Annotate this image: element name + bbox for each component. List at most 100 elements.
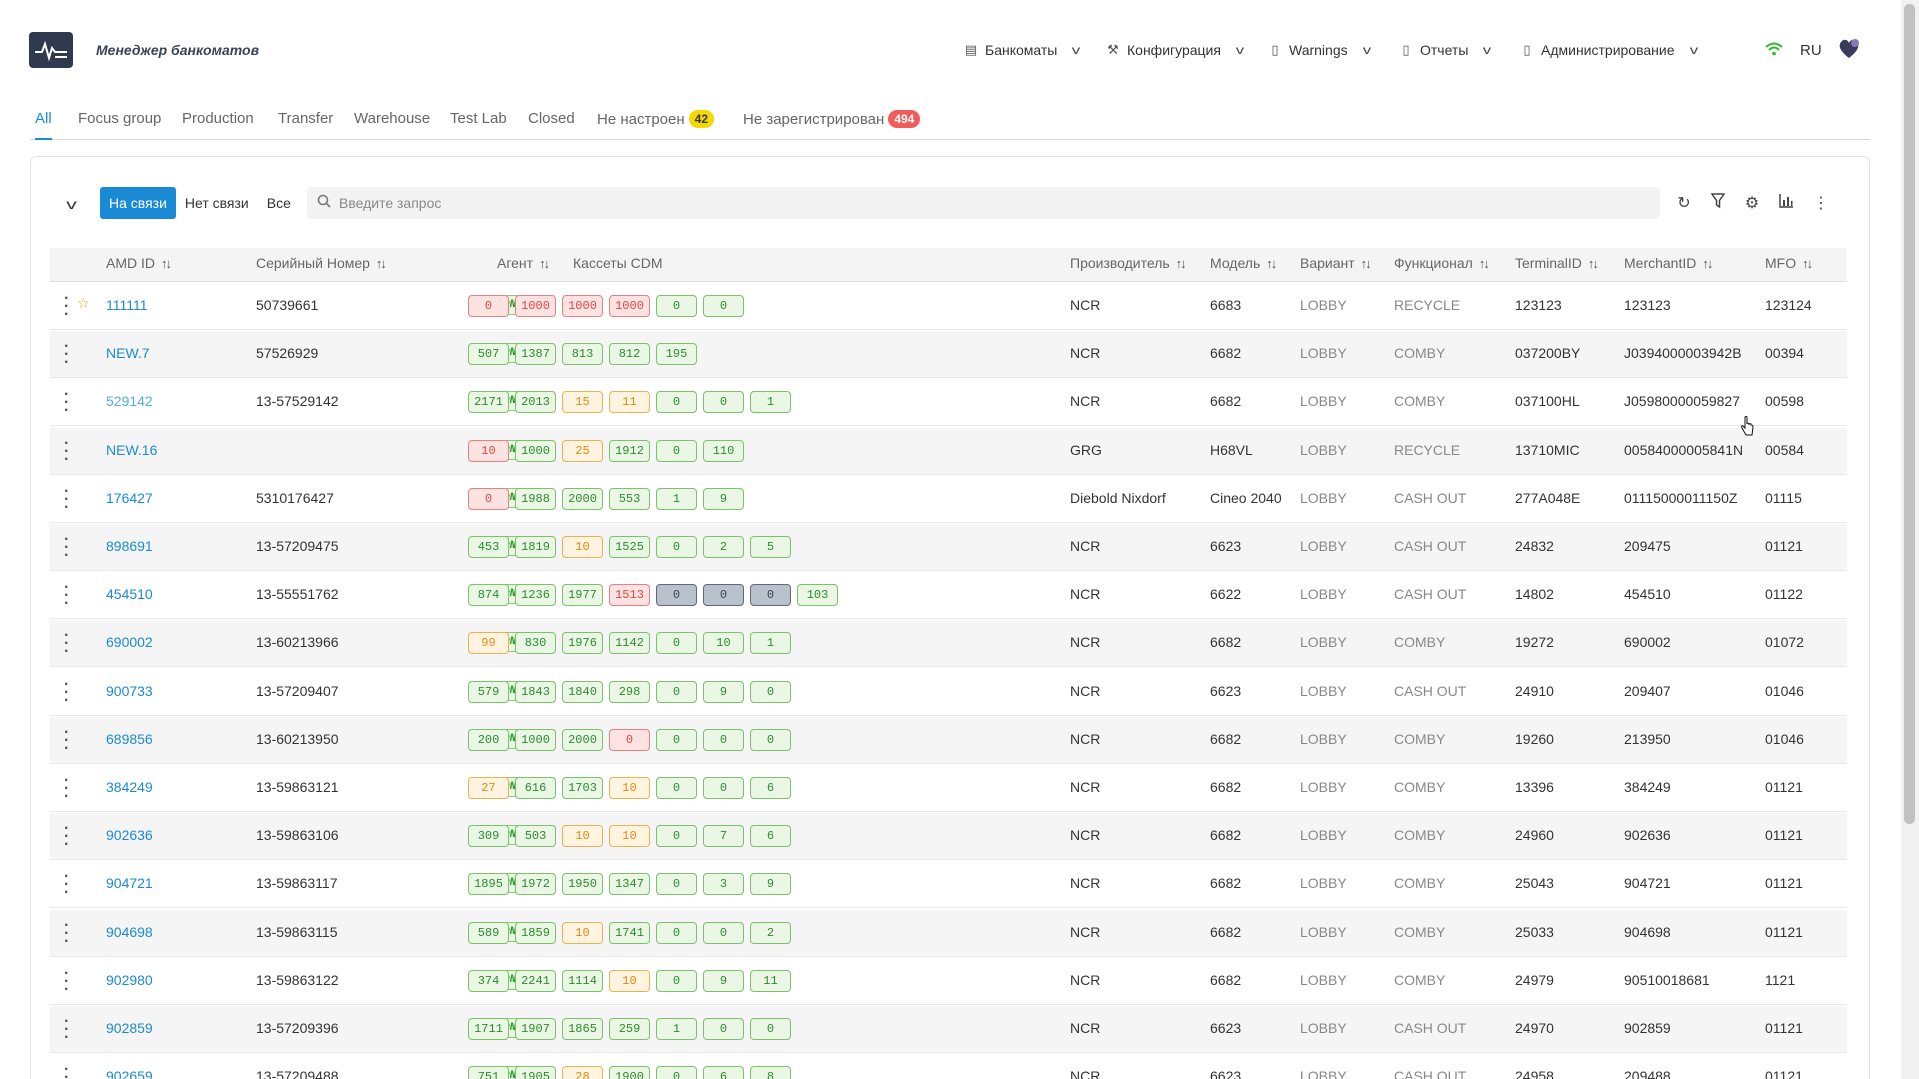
nav-warnings[interactable]: ▯ Warnings v: [1267, 42, 1370, 58]
sort-icon[interactable]: ↑↓: [1587, 256, 1599, 271]
col-merchant[interactable]: MerchantID ↑↓: [1624, 255, 1713, 271]
cell-amd-id-link[interactable]: 689856: [106, 730, 153, 747]
cell-amd-id-link[interactable]: 902980: [106, 971, 153, 988]
col-agent[interactable]: Агент ↑↓: [497, 255, 550, 271]
row-actions-icon[interactable]: ···: [64, 916, 70, 950]
row-actions-icon[interactable]: ···: [64, 434, 70, 468]
cell-amd-id-link[interactable]: 529142: [106, 393, 153, 410]
table-row[interactable]: ···900733ONLINE5791843184029809013-57209…: [50, 669, 1847, 716]
table-row[interactable]: ···529142ONLINE21712013151100113-5752914…: [50, 379, 1847, 427]
cell-amd-id-link[interactable]: 111111: [106, 297, 148, 313]
cell-amd-id-link[interactable]: 454510: [106, 586, 153, 603]
table-row[interactable]: ···NEW.7ONLINE507138781381219557526929NC…: [50, 331, 1847, 379]
col-amd-id[interactable]: AMD ID ↑↓: [106, 255, 172, 271]
filter-offline[interactable]: Нет связи: [184, 195, 249, 211]
sort-icon[interactable]: ↑↓: [1802, 256, 1813, 271]
table-row[interactable]: ···690002ONLINE9983019761142010113-60213…: [50, 620, 1847, 668]
sort-icon[interactable]: ↑↓: [375, 256, 387, 271]
chart-icon[interactable]: [1776, 193, 1796, 214]
filter-all[interactable]: Все: [266, 195, 291, 211]
cell-amd-id-link[interactable]: NEW.16: [106, 441, 158, 458]
cell-amd-id-link[interactable]: 690002: [106, 634, 153, 651]
more-menu-icon[interactable]: ⋮: [1813, 195, 1829, 212]
sort-icon[interactable]: ↑↓: [1175, 256, 1187, 271]
row-actions-icon[interactable]: ···: [64, 627, 70, 661]
table-row[interactable]: ···902980ONLINE3742241111410091113-59863…: [50, 958, 1847, 1005]
cell-amd-id-link[interactable]: 902636: [106, 827, 153, 844]
sort-icon[interactable]: ↑↓: [539, 256, 550, 271]
table-row[interactable]: ···902636ONLINE309503101007613-59863106N…: [50, 813, 1847, 861]
star-icon[interactable]: ☆: [77, 295, 90, 311]
row-actions-icon[interactable]: ···: [64, 386, 70, 420]
scrollbar-thumb[interactable]: [1904, 4, 1915, 824]
cell-amd-id-link[interactable]: 902659: [106, 1068, 153, 1079]
table-row[interactable]: ···☆111111ONLINE01000100010000050739661N…: [50, 283, 1847, 330]
cell-amd-id-link[interactable]: 902859: [106, 1020, 153, 1036]
cell-amd-id-link[interactable]: 904698: [106, 923, 153, 940]
sort-icon[interactable]: ↑↓: [1478, 256, 1490, 271]
search-input[interactable]: [339, 187, 1639, 219]
col-function[interactable]: Функционал ↑↓: [1394, 255, 1490, 271]
collapse-chevron-icon[interactable]: v: [66, 196, 77, 212]
cell-amd-id-link[interactable]: 384249: [106, 779, 153, 795]
tab-warehouse[interactable]: Warehouse: [354, 110, 431, 127]
row-actions-icon[interactable]: ···: [64, 1013, 70, 1046]
tab-transfer[interactable]: Transfer: [278, 110, 334, 127]
col-model[interactable]: Модель ↑↓: [1210, 255, 1277, 271]
gear-icon[interactable]: ⚙: [1744, 195, 1760, 212]
row-actions-icon[interactable]: ···: [64, 964, 70, 998]
table-row[interactable]: ···454510ONLINE87412361977151300010313-5…: [50, 572, 1847, 620]
row-actions-icon[interactable]: ···: [64, 820, 70, 854]
language-switch[interactable]: RU: [1800, 42, 1822, 59]
col-mfo[interactable]: MFO ↑↓: [1765, 255, 1813, 271]
col-terminal[interactable]: TerminalID ↑↓: [1515, 255, 1599, 271]
nav-atms[interactable]: ▤ Банкоматы v: [963, 42, 1081, 58]
row-actions-icon[interactable]: ···: [64, 482, 70, 516]
nav-config[interactable]: ⚒ Конфигурация v: [1105, 42, 1244, 58]
row-actions-icon[interactable]: ···: [64, 579, 70, 613]
table-row[interactable]: ···176427ONLINE019882000553195310176427D…: [50, 476, 1847, 523]
sort-icon[interactable]: ↑↓: [1702, 256, 1713, 271]
tab-test-lab[interactable]: Test Lab: [450, 110, 507, 127]
tab-all[interactable]: All: [35, 110, 52, 140]
sort-icon[interactable]: ↑↓: [1360, 256, 1372, 271]
filter-icon[interactable]: [1708, 193, 1728, 214]
cell-amd-id-link[interactable]: NEW.7: [106, 345, 150, 362]
cell-amd-id-link[interactable]: 176427: [106, 489, 153, 506]
cell-amd-id-link[interactable]: 904721: [106, 875, 153, 892]
sort-icon[interactable]: ↑↓: [1266, 256, 1277, 271]
row-actions-icon[interactable]: ···: [64, 1061, 70, 1079]
tab-not-registered[interactable]: Не зарегистрирован 494: [743, 110, 921, 140]
row-actions-icon[interactable]: ···: [64, 723, 70, 757]
cell-amd-id-link[interactable]: 900733: [106, 682, 153, 699]
sort-icon[interactable]: ↑↓: [161, 256, 172, 271]
table-row[interactable]: ···NEW.16ONLINE1010002519120110GRGH68VLL…: [50, 427, 1847, 475]
refresh-icon[interactable]: ↻: [1677, 195, 1691, 212]
app-logo[interactable]: [29, 32, 73, 68]
table-row[interactable]: ···384249ONLINE2761617031000613-59863121…: [50, 765, 1847, 812]
nav-reports[interactable]: ▯ Отчеты v: [1398, 42, 1491, 58]
col-vendor[interactable]: Производитель ↑↓: [1070, 255, 1187, 271]
row-actions-icon[interactable]: ···: [64, 338, 70, 372]
row-actions-icon[interactable]: ···: [64, 868, 70, 902]
table-row[interactable]: ···689856ONLINE20010002000000013-6021395…: [50, 716, 1847, 764]
tab-focus-group[interactable]: Focus group: [78, 110, 162, 127]
table-row[interactable]: ···902859ONLINE17111907186525910013-5720…: [50, 1006, 1847, 1053]
row-actions-icon[interactable]: ···: [64, 290, 70, 323]
cell-amd-id-link[interactable]: 898691: [106, 538, 153, 554]
tab-closed[interactable]: Closed: [528, 110, 575, 127]
row-actions-icon[interactable]: ···: [64, 531, 70, 564]
tab-production[interactable]: Production: [182, 110, 254, 127]
table-row[interactable]: ···904698ONLINE589185910174100213-598631…: [50, 909, 1847, 957]
table-row[interactable]: ···898691ONLINE453181910152502513-572094…: [50, 524, 1847, 571]
avatar[interactable]: [1836, 36, 1862, 62]
col-serial[interactable]: Серийный Номер ↑↓: [256, 255, 387, 271]
tab-not-configured[interactable]: Не настроен 42: [597, 110, 715, 140]
row-actions-icon[interactable]: ···: [64, 772, 70, 805]
col-variant[interactable]: Вариант ↑↓: [1300, 255, 1372, 271]
table-row[interactable]: ···904721ONLINE189519721950134703913-598…: [50, 861, 1847, 909]
filter-online[interactable]: На связи: [100, 187, 176, 219]
row-actions-icon[interactable]: ···: [64, 675, 70, 709]
nav-admin[interactable]: ▯ Администрирование v: [1519, 42, 1697, 58]
table-row[interactable]: ···902659ONLINE751190528190006813-572094…: [50, 1054, 1847, 1079]
